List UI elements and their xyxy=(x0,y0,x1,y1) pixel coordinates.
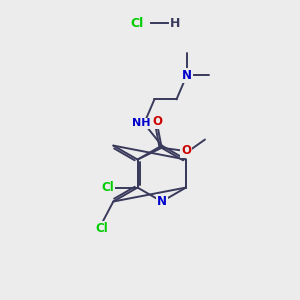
Text: Cl: Cl xyxy=(130,17,143,30)
Text: O: O xyxy=(181,144,191,157)
Text: N: N xyxy=(157,195,167,208)
Text: N: N xyxy=(182,69,192,82)
Text: Cl: Cl xyxy=(101,181,114,194)
Text: NH: NH xyxy=(132,118,150,128)
Text: H: H xyxy=(170,17,180,30)
Text: Cl: Cl xyxy=(96,222,109,235)
Text: O: O xyxy=(152,116,162,128)
